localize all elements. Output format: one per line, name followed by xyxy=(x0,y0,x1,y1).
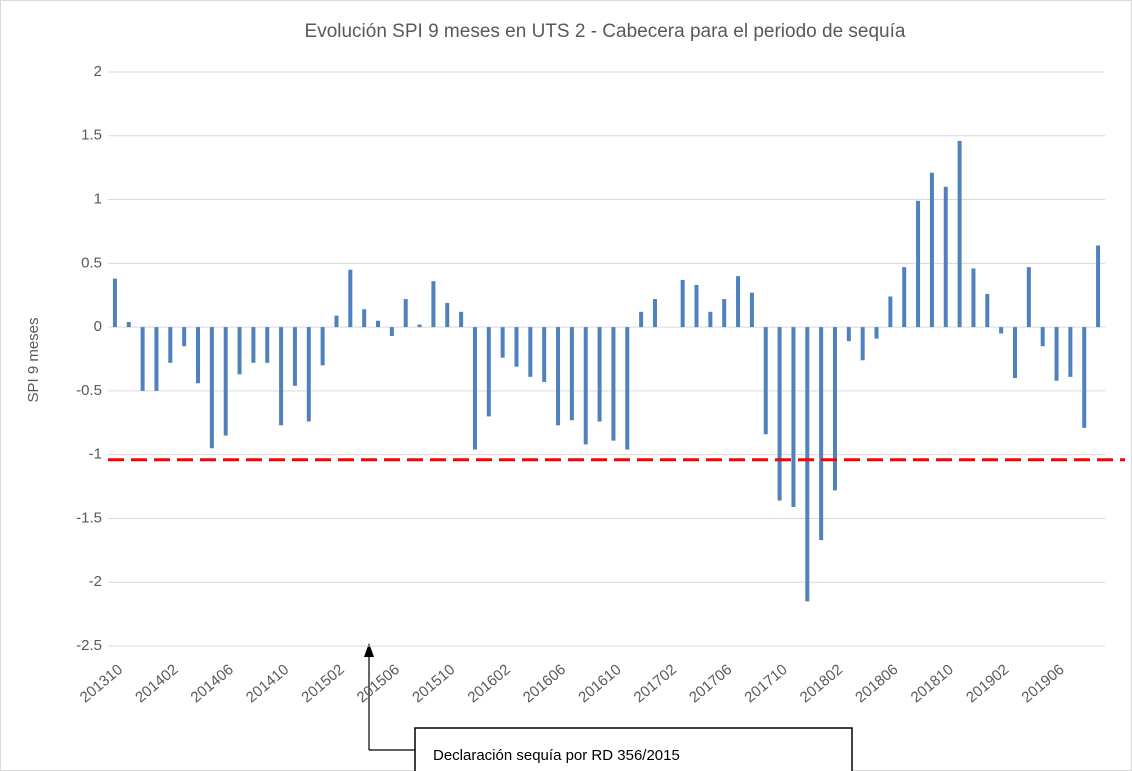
bar xyxy=(763,327,768,435)
chart-title: Evolución SPI 9 meses en UTS 2 - Cabecer… xyxy=(305,21,906,42)
bar xyxy=(209,327,214,449)
bar xyxy=(528,327,533,377)
bar xyxy=(140,327,145,391)
y-tick-label: -1.5 xyxy=(76,509,102,526)
bar xyxy=(874,327,879,339)
bar xyxy=(639,311,644,328)
bar xyxy=(223,327,228,436)
bar xyxy=(1040,327,1045,347)
bar xyxy=(251,327,256,363)
bar xyxy=(459,311,464,328)
bar xyxy=(985,293,990,328)
bar xyxy=(1082,327,1087,428)
bar xyxy=(791,327,796,507)
bar xyxy=(445,302,450,328)
bar xyxy=(306,327,311,422)
bar xyxy=(500,327,505,358)
bar xyxy=(292,327,297,386)
bar xyxy=(542,327,547,382)
bar xyxy=(168,327,173,363)
bar xyxy=(680,279,685,328)
bar xyxy=(722,299,727,328)
bar xyxy=(832,327,837,491)
bar xyxy=(154,327,159,391)
y-tick-label: -0.5 xyxy=(76,382,102,399)
bar xyxy=(805,327,810,602)
bar xyxy=(652,299,657,328)
bar xyxy=(237,327,242,375)
bar xyxy=(902,267,907,328)
bar xyxy=(1012,327,1017,379)
y-tick-label: -2.5 xyxy=(76,637,102,654)
bar xyxy=(556,327,561,426)
bar xyxy=(1026,267,1031,328)
y-tick-label: 2 xyxy=(94,63,102,80)
bar xyxy=(708,311,713,328)
bar xyxy=(376,320,381,328)
bar xyxy=(362,309,367,328)
bar xyxy=(749,292,754,328)
bar xyxy=(888,296,893,328)
annotation-text: Declaración sequía por RD 356/2015 xyxy=(433,747,680,764)
arrow-head xyxy=(364,643,374,657)
y-tick-label: 1.5 xyxy=(81,127,102,144)
bar xyxy=(403,299,408,328)
bar xyxy=(943,186,948,328)
bar xyxy=(971,268,976,328)
y-tick-label: 0.5 xyxy=(81,254,102,271)
bar xyxy=(112,278,117,328)
bar xyxy=(957,140,962,328)
bar xyxy=(1068,327,1073,377)
bar xyxy=(569,327,574,421)
bar xyxy=(196,327,201,384)
bar xyxy=(334,315,339,328)
y-tick-label: -1 xyxy=(89,446,102,463)
bar xyxy=(265,327,270,363)
bar xyxy=(625,327,630,450)
annotation-box xyxy=(414,727,853,771)
bar xyxy=(1054,327,1059,381)
bar xyxy=(583,327,588,445)
bar xyxy=(736,276,741,328)
bar xyxy=(320,327,325,366)
bar xyxy=(860,327,865,361)
y-tick-label: 1 xyxy=(94,191,102,208)
bar xyxy=(126,322,131,328)
y-tick-label: -2 xyxy=(89,573,102,590)
bar xyxy=(472,327,477,450)
bar xyxy=(694,285,699,328)
bar xyxy=(929,172,934,328)
bar xyxy=(279,327,284,426)
bar xyxy=(611,327,616,441)
bar xyxy=(417,324,422,328)
bar xyxy=(777,327,782,501)
bar xyxy=(486,327,491,417)
bar xyxy=(999,327,1004,334)
bar xyxy=(846,327,851,342)
y-tick-label: 0 xyxy=(94,318,102,335)
bar xyxy=(514,327,519,367)
bar xyxy=(819,327,824,541)
bar xyxy=(348,269,353,328)
y-axis-label: SPI 9 meses xyxy=(25,317,42,402)
bar xyxy=(1096,245,1101,328)
bar xyxy=(916,200,921,328)
bar xyxy=(389,327,394,337)
bar xyxy=(431,281,436,328)
bar xyxy=(597,327,602,422)
bar xyxy=(182,327,187,347)
